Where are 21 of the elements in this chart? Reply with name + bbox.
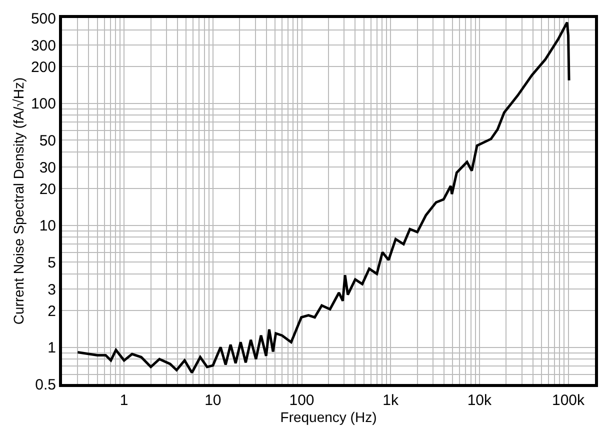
y-tick-label: 100 xyxy=(30,96,56,113)
y-tick-label: 500 xyxy=(30,10,56,28)
y-tick-label: 300 xyxy=(30,37,56,54)
y-tick-label: 5 xyxy=(48,254,56,272)
x-tick-label: 1 xyxy=(120,392,128,409)
y-tick-label: 1 xyxy=(48,340,56,357)
y-tick-label: 10 xyxy=(39,218,56,235)
x-tick-label: 1k xyxy=(382,392,400,409)
x-tick-label: 10 xyxy=(204,392,222,409)
y-axis-title: Current Noise Spectral Density (fA/√Hz) xyxy=(10,77,27,325)
x-tick-label: 100k xyxy=(552,392,586,409)
y-tick-label: 3 xyxy=(48,281,56,298)
y-tick-label: 0.5 xyxy=(35,376,56,394)
x-axis-title: Frequency (Hz) xyxy=(280,409,377,425)
y-tick-label: 2 xyxy=(48,302,56,320)
x-tick-label: 10k xyxy=(467,392,492,409)
y-tick-label: 50 xyxy=(39,132,56,150)
y-tick-label: 200 xyxy=(30,58,56,76)
y-tick-label: 20 xyxy=(39,180,56,198)
y-tick-label: 30 xyxy=(39,159,56,176)
x-tick-label: 100 xyxy=(289,392,314,409)
